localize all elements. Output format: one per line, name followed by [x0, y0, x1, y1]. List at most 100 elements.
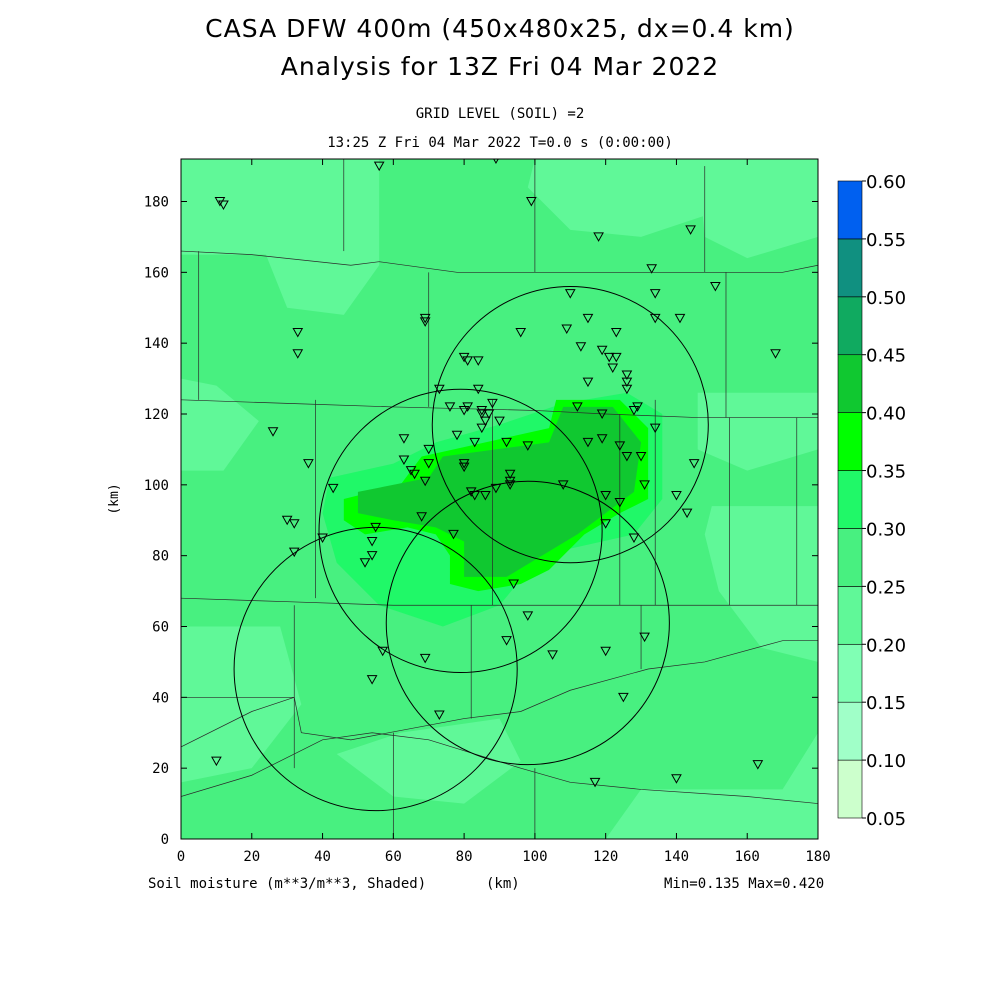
colorbar-label: 0.25 — [866, 577, 906, 598]
station-marker — [423, 444, 435, 455]
radar-range-rings — [233, 286, 709, 812]
station-marker — [614, 441, 626, 451]
station-marker — [448, 529, 459, 540]
station-marker — [649, 423, 661, 434]
colorbar: 0.05 0.10 0.15 0.20 0.25 0.30 0.35 0.40 0.45 0.50… — [837, 172, 906, 830]
colorbar-label: 0.60 — [866, 172, 906, 193]
colorbar-label: 0.20 — [866, 635, 906, 656]
colorbar-swatch — [837, 701, 863, 761]
station-marker — [593, 232, 604, 242]
station-marker — [547, 650, 558, 660]
station-marker — [607, 363, 619, 373]
station-marker — [596, 409, 608, 420]
station-markers — [211, 159, 781, 788]
colorbar-swatch — [837, 528, 863, 587]
y-tick-label: 180 — [144, 195, 169, 211]
county-line — [181, 250, 818, 273]
y-axis-label: (km) — [107, 483, 122, 514]
station-marker — [458, 405, 470, 416]
station-marker — [603, 352, 615, 363]
y-tick-label: 20 — [152, 761, 169, 777]
station-marker — [600, 646, 612, 657]
station-marker — [476, 423, 488, 434]
county-line — [181, 640, 818, 741]
station-marker — [610, 328, 622, 338]
station-marker — [359, 558, 371, 568]
station-marker — [377, 646, 389, 657]
station-marker — [639, 480, 650, 490]
station-marker — [671, 490, 682, 501]
chart-title: CASA DFW 400m (450x480x25, dx=0.4 km) — [205, 14, 795, 43]
station-marker — [327, 483, 339, 494]
x-tick-label: 100 — [522, 849, 547, 865]
colorbar-label: 0.15 — [866, 693, 906, 714]
station-marker — [267, 427, 279, 437]
colorbar-swatch — [837, 643, 863, 703]
station-marker — [504, 480, 516, 490]
y-axis: 0 20 40 60 80 100 120 140 160 180 — [144, 195, 818, 848]
station-marker — [596, 434, 608, 444]
station-marker — [317, 533, 328, 543]
station-marker — [419, 317, 431, 327]
station-marker — [433, 710, 445, 721]
station-marker — [582, 313, 594, 324]
station-marker — [515, 328, 527, 338]
station-marker — [370, 522, 381, 533]
station-marker — [281, 515, 293, 526]
grid-level-label: GRID LEVEL (SOIL) =2 — [415, 106, 585, 122]
colorbar-swatch — [837, 586, 863, 645]
x-unit-label: (km) — [486, 876, 520, 892]
x-tick-label: 60 — [385, 849, 402, 865]
y-tick-label: 160 — [144, 265, 169, 281]
x-tick-label: 20 — [243, 849, 260, 865]
station-marker — [635, 452, 647, 462]
station-marker — [589, 777, 601, 788]
moisture-region — [181, 378, 259, 471]
moisture-region — [697, 392, 818, 471]
y-tick-label: 140 — [144, 336, 169, 352]
x-tick-label: 0 — [177, 849, 185, 865]
moisture-region — [697, 159, 818, 259]
station-marker — [423, 459, 435, 469]
x-tick-label: 40 — [314, 849, 331, 865]
y-tick-label: 100 — [144, 478, 169, 494]
station-marker — [508, 579, 520, 590]
station-marker — [472, 384, 484, 395]
colorbar-swatch — [837, 412, 863, 471]
station-marker — [292, 349, 304, 359]
shaded-field — [181, 159, 818, 839]
x-tick-label: 180 — [805, 849, 830, 865]
x-tick-label: 160 — [735, 849, 760, 865]
moisture-region — [605, 732, 818, 839]
station-marker — [366, 551, 378, 561]
colorbar-swatch — [837, 759, 863, 819]
radar-range-ring — [431, 286, 709, 564]
station-marker — [710, 282, 721, 292]
station-marker — [479, 416, 491, 427]
station-marker — [211, 756, 222, 767]
station-marker — [525, 197, 537, 207]
x-tick-label: 140 — [664, 849, 689, 865]
station-marker — [366, 537, 378, 547]
station-marker — [628, 533, 640, 543]
field-label: Soil moisture (m**3/m**3, Shaded) — [148, 876, 427, 892]
plot-frame — [180, 158, 819, 840]
station-marker — [416, 512, 427, 522]
colorbar-label: 0.45 — [866, 346, 906, 367]
station-marker — [458, 462, 470, 473]
station-marker — [600, 490, 612, 501]
chart-subtitle: Analysis for 13Z Fri 04 Mar 2022 — [280, 52, 720, 81]
station-marker — [419, 653, 431, 664]
radar-range-ring — [385, 480, 670, 766]
station-marker — [596, 345, 608, 356]
station-marker — [398, 434, 410, 444]
min-max-label: Min=0.135 Max=0.420 — [664, 876, 825, 892]
station-marker — [433, 384, 445, 395]
station-marker — [218, 200, 229, 211]
station-marker — [490, 483, 502, 494]
station-marker — [419, 476, 431, 487]
moisture-region — [527, 159, 712, 237]
y-tick-label: 0 — [161, 832, 169, 848]
colorbar-swatch — [837, 238, 863, 298]
